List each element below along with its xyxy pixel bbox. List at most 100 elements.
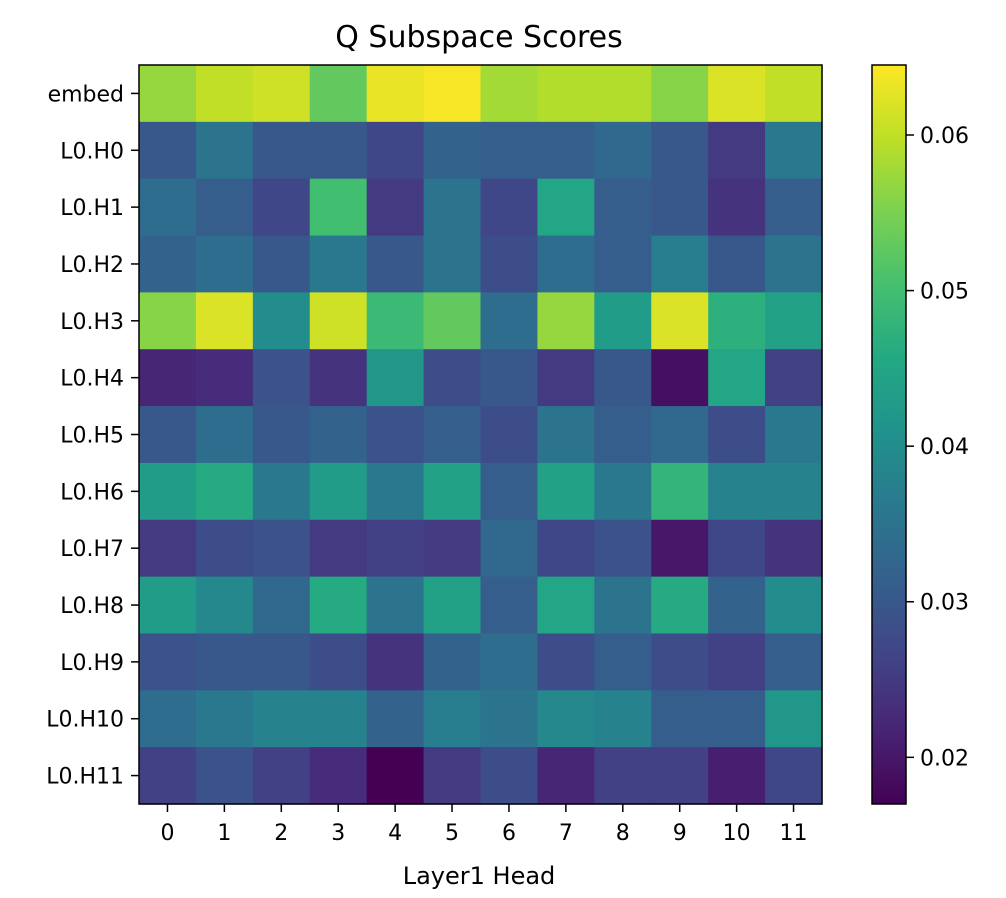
heatmap-cell-0-7 <box>537 65 595 123</box>
heatmap-cell-12-9 <box>651 747 709 805</box>
heatmap-cell-10-3 <box>309 633 368 691</box>
heatmap-cell-1-2 <box>252 121 311 180</box>
heatmap-cell-3-5 <box>423 235 482 293</box>
heatmap-cell-11-3 <box>309 690 368 748</box>
heatmap-cell-11-6 <box>480 690 539 748</box>
y-tick-label: embed <box>48 82 124 107</box>
heatmap-cell-12-3 <box>309 747 368 805</box>
heatmap-cell-9-1 <box>195 576 254 635</box>
heatmap-cell-5-3 <box>309 349 368 407</box>
heatmap-cell-6-5 <box>423 406 482 464</box>
colorbar-gradient <box>872 65 906 804</box>
heatmap-cell-5-5 <box>423 349 482 407</box>
heatmap-cell-8-0 <box>139 519 197 578</box>
heatmap-cell-6-9 <box>651 406 709 464</box>
heatmap-cell-7-8 <box>594 462 652 521</box>
heatmap-cell-3-10 <box>708 235 766 293</box>
heatmap-cell-11-0 <box>139 690 197 748</box>
heatmap-cell-7-9 <box>651 462 709 521</box>
heatmap-cell-1-9 <box>651 121 709 180</box>
heatmap-cell-4-2 <box>252 292 311 350</box>
heatmap-cell-9-6 <box>480 576 539 635</box>
colorbar-tick-label: 0.02 <box>920 746 969 771</box>
heatmap-cell-3-1 <box>195 235 254 293</box>
heatmap-cell-0-10 <box>708 65 766 123</box>
colorbar-tick-label: 0.03 <box>920 591 969 616</box>
y-tick-label: L0.H10 <box>46 708 124 733</box>
heatmap-cell-3-11 <box>765 235 823 293</box>
x-tick-label: 1 <box>217 821 231 846</box>
heatmap-cell-7-5 <box>423 462 482 521</box>
heatmap-cell-11-2 <box>252 690 311 748</box>
heatmap-cell-6-1 <box>195 406 254 464</box>
x-tick-label: 6 <box>502 821 516 846</box>
heatmap-cell-6-6 <box>480 406 539 464</box>
heatmap-cell-6-2 <box>252 406 311 464</box>
heatmap-cell-11-10 <box>708 690 766 748</box>
heatmap-cell-12-4 <box>366 747 425 805</box>
heatmap-cell-4-1 <box>195 292 254 350</box>
heatmap-cell-10-6 <box>480 633 539 691</box>
heatmap-cell-6-0 <box>139 406 197 464</box>
y-tick-label: L0.H7 <box>60 537 124 562</box>
y-tick-label: L0.H9 <box>60 651 124 676</box>
heatmap-cell-12-7 <box>537 747 595 805</box>
heatmap-cell-12-1 <box>195 747 254 805</box>
heatmap-cell-8-5 <box>423 519 482 578</box>
heatmap-cell-0-4 <box>366 65 425 123</box>
heatmap-cell-9-7 <box>537 576 595 635</box>
heatmap-cell-0-0 <box>139 65 197 123</box>
heatmap-cell-7-6 <box>480 462 539 521</box>
x-tick-label: 9 <box>673 821 687 846</box>
heatmap-cell-12-0 <box>139 747 197 805</box>
heatmap-cell-7-0 <box>139 462 197 521</box>
heatmap-cell-3-3 <box>309 235 368 293</box>
heatmap-cell-4-4 <box>366 292 425 350</box>
heatmap-cell-10-11 <box>765 633 823 691</box>
heatmap-cell-4-5 <box>423 292 482 350</box>
heatmap-cell-8-7 <box>537 519 595 578</box>
heatmap-cell-4-0 <box>139 292 197 350</box>
heatmap-cell-7-10 <box>708 462 766 521</box>
heatmap-cell-2-6 <box>480 178 539 237</box>
heatmap-cell-10-10 <box>708 633 766 691</box>
y-tick-label: L0.H8 <box>60 594 124 619</box>
heatmap-cell-1-5 <box>423 121 482 180</box>
heatmap-cell-6-7 <box>537 406 595 464</box>
heatmap-cell-3-9 <box>651 235 709 293</box>
heatmap-cell-4-6 <box>480 292 539 350</box>
heatmap-cell-2-0 <box>139 178 197 237</box>
heatmap-cell-1-3 <box>309 121 368 180</box>
heatmap-cell-0-6 <box>480 65 539 123</box>
chart-title: Q Subspace Scores <box>335 20 622 55</box>
heatmap-cell-3-7 <box>537 235 595 293</box>
heatmap-cell-9-9 <box>651 576 709 635</box>
x-tick-label: 7 <box>559 821 573 846</box>
heatmap-cell-9-4 <box>366 576 425 635</box>
y-tick-label: L0.H2 <box>60 253 124 278</box>
heatmap-cell-9-3 <box>309 576 368 635</box>
heatmap-cell-12-5 <box>423 747 482 805</box>
heatmap-cell-2-11 <box>765 178 823 237</box>
heatmap-cell-0-8 <box>594 65 652 123</box>
heatmap-cell-5-0 <box>139 349 197 407</box>
x-tick-label: 11 <box>780 821 808 846</box>
y-tick-label: L0.H11 <box>46 765 124 790</box>
heatmap-cell-1-8 <box>594 121 652 180</box>
heatmap-cell-8-2 <box>252 519 311 578</box>
heatmap-cell-7-1 <box>195 462 254 521</box>
heatmap-cell-5-9 <box>651 349 709 407</box>
heatmap-cell-9-10 <box>708 576 766 635</box>
heatmap-cell-10-4 <box>366 633 425 691</box>
heatmap-cell-8-6 <box>480 519 539 578</box>
x-tick-label: 8 <box>616 821 630 846</box>
colorbar: 0.02 0.03 0.04 0.05 0.06 <box>871 64 969 805</box>
y-tick-label: L0.H6 <box>60 480 124 505</box>
y-tick-label: L0.H0 <box>60 139 124 164</box>
heatmap-cell-8-11 <box>765 519 823 578</box>
heatmap-cell-3-4 <box>366 235 425 293</box>
heatmap-cell-5-2 <box>252 349 311 407</box>
heatmap-cell-0-5 <box>423 65 482 123</box>
x-axis-ticks: 0 1 2 3 4 5 6 7 8 9 10 11 <box>160 804 808 846</box>
heatmap-cell-10-0 <box>139 633 197 691</box>
